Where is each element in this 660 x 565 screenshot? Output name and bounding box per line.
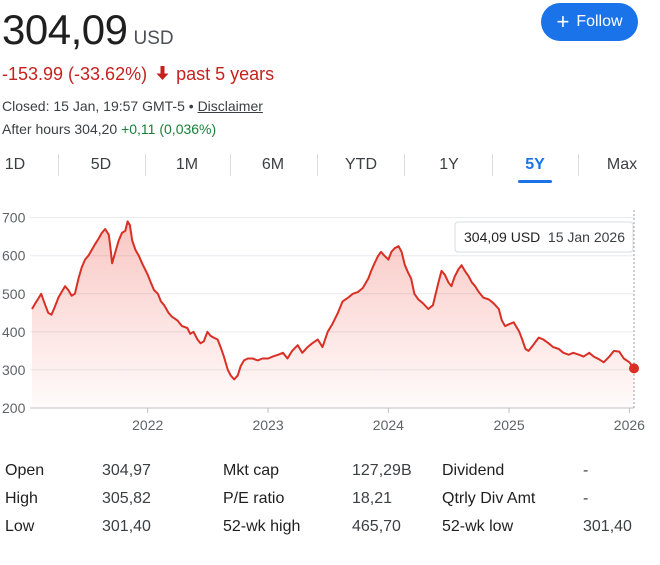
stat-mktcap-label: Mkt cap bbox=[223, 462, 280, 479]
change-value: -153.99 (-33.62%) bbox=[2, 64, 148, 84]
stat-52wk-low-value: 301,40 bbox=[583, 518, 632, 535]
closed-text: Closed: 15 Jan, 19:57 GMT-5 • bbox=[2, 98, 194, 114]
y-tick-label: 400 bbox=[2, 324, 26, 340]
stat-pe-value: 18,21 bbox=[352, 490, 393, 507]
currency-label: USD bbox=[133, 28, 174, 49]
tab-max[interactable]: Max bbox=[606, 156, 638, 173]
stat-high-value: 305,82 bbox=[102, 490, 151, 507]
follow-button[interactable]: + Follow bbox=[541, 3, 638, 41]
y-tick-label: 200 bbox=[2, 400, 26, 416]
after-hours-change: +0,11 (0,036%) bbox=[121, 121, 217, 137]
tab-1m[interactable]: 1M bbox=[175, 156, 199, 173]
price-area bbox=[32, 221, 634, 408]
stat-dividend-value: - bbox=[583, 462, 589, 479]
tab-divider bbox=[578, 154, 579, 176]
tab-divider bbox=[404, 154, 405, 176]
stat-52wk-low-label: 52-wk low bbox=[442, 518, 514, 535]
tooltip-box bbox=[454, 221, 634, 253]
follow-label: Follow bbox=[576, 13, 623, 30]
x-tick-label: 2026 bbox=[614, 417, 645, 433]
tab-5y[interactable]: 5Y bbox=[525, 156, 545, 173]
stat-dividend-label: Dividend bbox=[442, 462, 505, 479]
closed-info: Closed: 15 Jan, 19:57 GMT-5 • Disclaimer bbox=[2, 98, 263, 114]
x-axis: 2022 2023 2024 2025 2026 bbox=[132, 408, 645, 433]
stat-open-label: Open bbox=[5, 462, 45, 479]
x-tick-label: 2022 bbox=[132, 417, 163, 433]
tab-divider bbox=[492, 154, 493, 176]
y-tick-label: 300 bbox=[2, 362, 26, 378]
stat-qtrly-div-value: - bbox=[583, 490, 589, 507]
stat-open-value: 304,97 bbox=[102, 462, 151, 479]
y-tick-label: 500 bbox=[2, 286, 26, 302]
disclaimer-link[interactable]: Disclaimer bbox=[197, 98, 263, 114]
tab-1d[interactable]: 1D bbox=[4, 156, 26, 173]
stat-52wk-high-label: 52-wk high bbox=[223, 518, 301, 535]
tab-1y[interactable]: 1Y bbox=[439, 156, 459, 173]
current-price: 304,09 bbox=[2, 6, 128, 53]
current-price-dot bbox=[629, 363, 639, 374]
tab-divider bbox=[317, 154, 318, 176]
y-tick-label: 700 bbox=[2, 210, 26, 226]
after-hours-info: After hours 304,20 +0,11 (0,036%) bbox=[2, 121, 216, 137]
price-change: -153.99 (-33.62%) past 5 years bbox=[2, 64, 274, 85]
tooltip-date: 15 Jan 2026 bbox=[548, 229, 625, 245]
y-axis: 200 300 400 500 600 700 bbox=[2, 210, 26, 416]
price-header: 304,09 USD bbox=[2, 6, 174, 54]
tab-5d[interactable]: 5D bbox=[90, 156, 112, 173]
price-line bbox=[31, 220, 635, 381]
change-period: past 5 years bbox=[176, 64, 275, 84]
plus-icon: + bbox=[556, 9, 570, 34]
tab-divider bbox=[58, 154, 59, 176]
x-tick-label: 2025 bbox=[493, 417, 524, 433]
range-tabs: 1D 5D 1M 6M YTD 1Y 5Y Max bbox=[0, 150, 660, 186]
stat-pe-label: P/E ratio bbox=[223, 490, 285, 507]
stat-low-value: 301,40 bbox=[102, 518, 151, 535]
active-tab-indicator bbox=[518, 180, 552, 183]
after-hours-label: After hours 304,20 bbox=[2, 121, 118, 137]
tab-divider bbox=[145, 154, 146, 176]
arrow-down-icon bbox=[156, 64, 169, 85]
stat-mktcap-value: 127,29B bbox=[352, 462, 412, 479]
stat-low-label: Low bbox=[5, 518, 35, 535]
tab-6m[interactable]: 6M bbox=[261, 156, 285, 173]
tab-divider bbox=[230, 154, 231, 176]
x-tick-label: 2023 bbox=[252, 417, 283, 433]
stat-qtrly-div-label: Qtrly Div Amt bbox=[442, 490, 536, 507]
y-tick-label: 600 bbox=[2, 248, 26, 264]
tab-ytd[interactable]: YTD bbox=[345, 156, 377, 173]
chart-tooltip: 304,09 USD 15 Jan 2026 bbox=[454, 221, 634, 253]
stat-52wk-high-value: 465,70 bbox=[352, 518, 401, 535]
tooltip-price: 304,09 USD bbox=[464, 229, 540, 245]
stat-high-label: High bbox=[5, 490, 38, 507]
x-tick-label: 2024 bbox=[373, 417, 404, 433]
